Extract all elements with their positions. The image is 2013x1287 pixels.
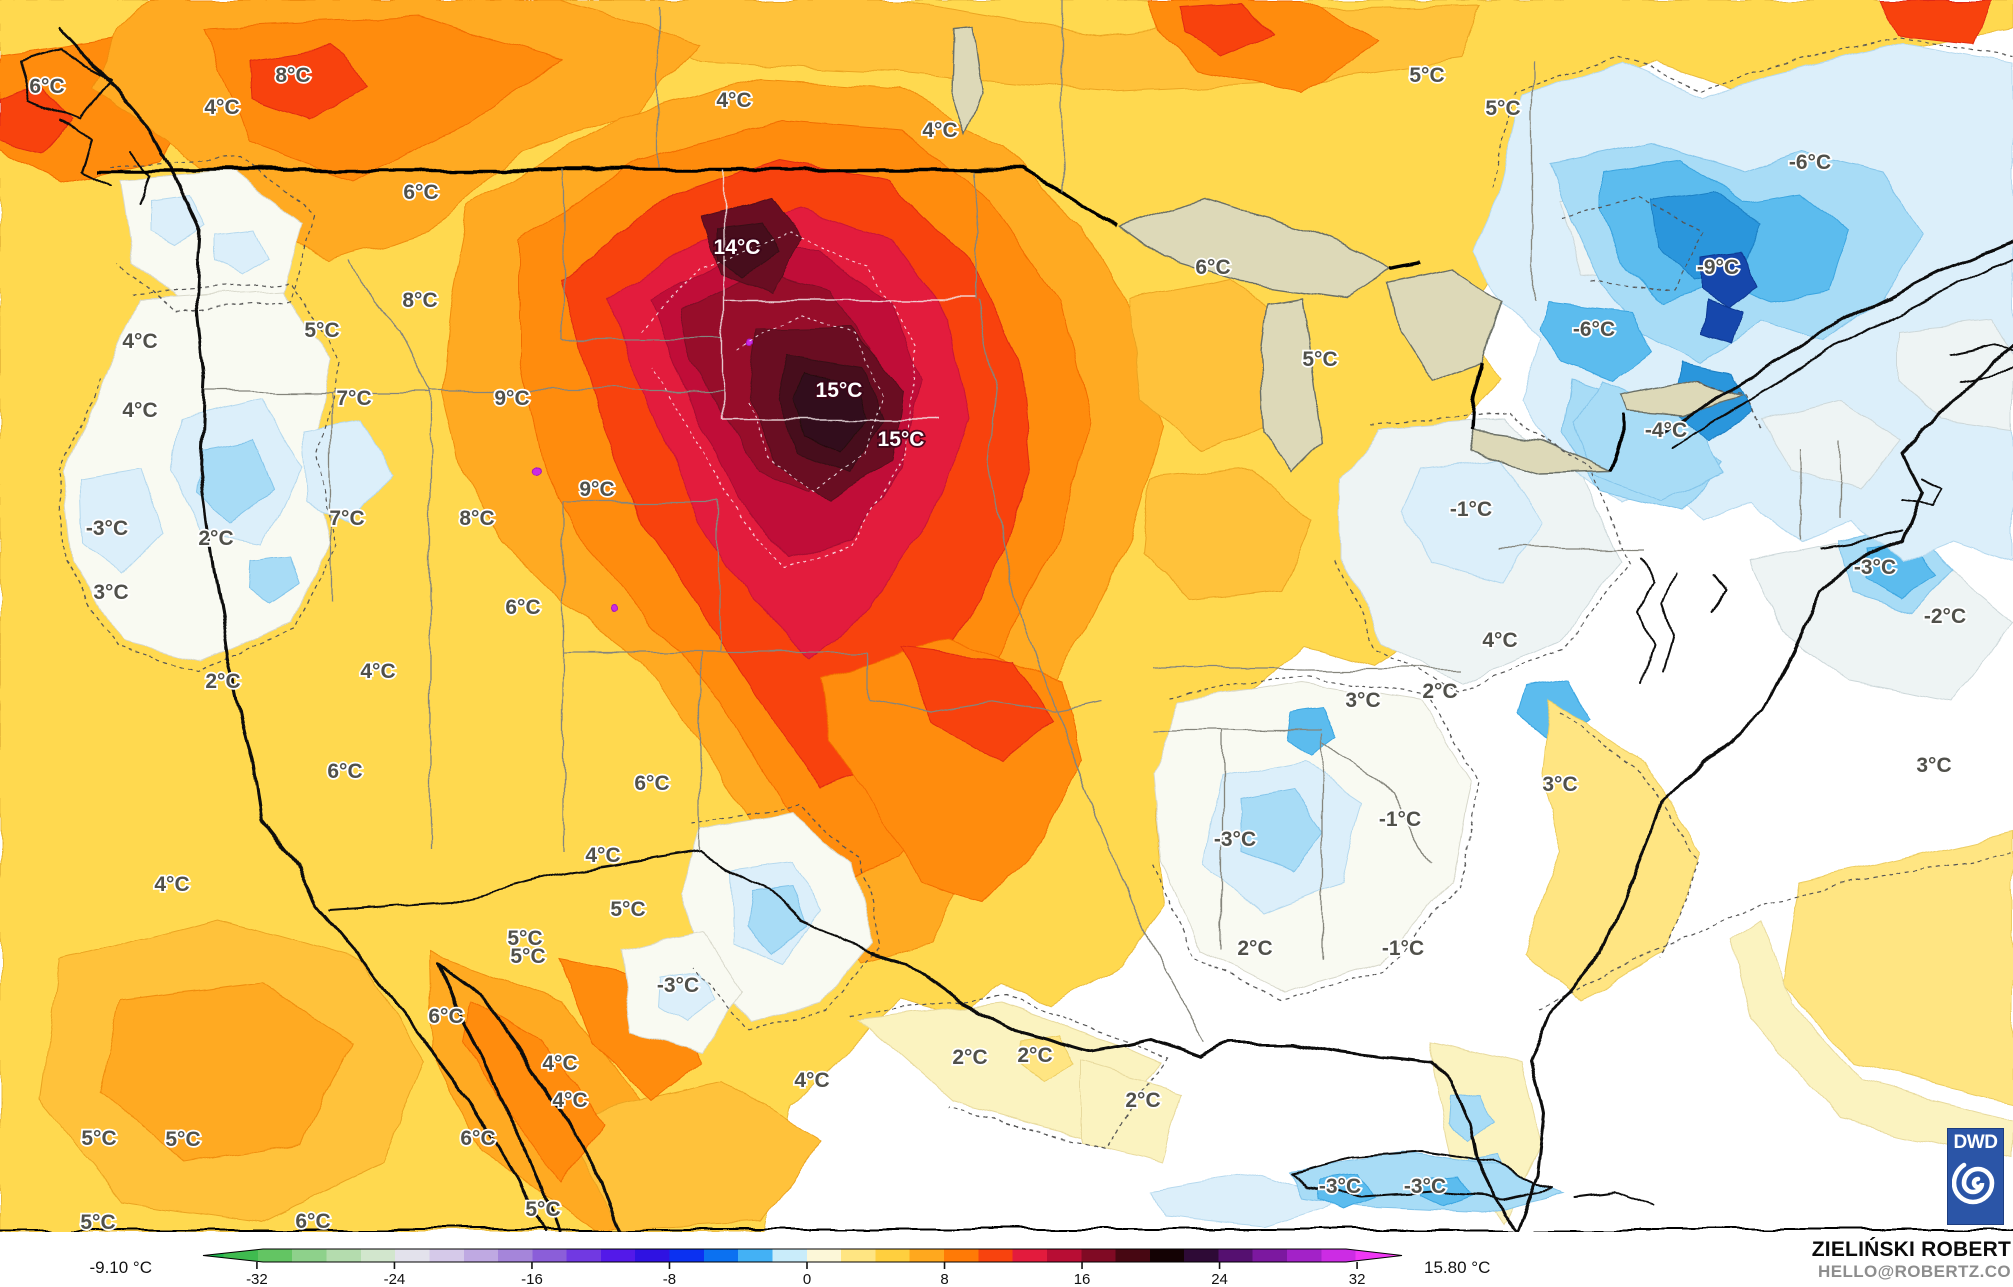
colorbar-gradient-bar: [202, 1248, 1403, 1263]
temp-label: 9°C: [579, 478, 614, 501]
colorbar-tick-label: 0: [803, 1271, 811, 1287]
temp-label: 14°C: [714, 236, 761, 259]
colorbar-tick-label: 8: [940, 1271, 948, 1287]
temp-label: 2°C: [1237, 937, 1272, 960]
attribution: ZIELIŃSKI ROBERT HELLO@ROBERTZ.CO: [1812, 1238, 2011, 1282]
colorbar-max-label: 15.80 °C: [1424, 1258, 1490, 1277]
temp-label: 4°C: [154, 873, 189, 896]
temp-label: 6°C: [327, 760, 362, 783]
temp-label: -3°C: [1214, 828, 1256, 851]
temp-label: 8°C: [459, 507, 494, 530]
attribution-name: ZIELIŃSKI ROBERT: [1811, 1238, 2011, 1261]
temp-label: 4°C: [122, 330, 157, 353]
temperature-anomaly-map: 6°C 8°C 4°C 4°C 4°C 6°C 8°C 5°C 4°C 4°C 7°C 9°C 9°C 7…: [0, 0, 2013, 1232]
temp-label: -1°C: [1382, 937, 1424, 960]
temp-label: 4°C: [122, 399, 157, 422]
temp-label: 3°C: [1345, 689, 1380, 712]
temp-label: 5°C: [81, 1127, 116, 1150]
temp-label: 5°C: [1302, 348, 1337, 371]
temp-label: 6°C: [29, 75, 64, 98]
temp-label: 6°C: [1195, 256, 1230, 279]
attribution-email: HELLO@ROBERTZ.CO: [1818, 1262, 2011, 1281]
temp-label: 4°C: [922, 119, 957, 142]
temp-label: 4°C: [585, 844, 620, 867]
temp-label: 2°C: [198, 527, 233, 550]
colorbar-tick-label: -8: [663, 1271, 676, 1287]
temp-label: 4°C: [542, 1052, 577, 1075]
temp-label: 5°C: [165, 1128, 200, 1151]
dwd-spiral-icon: [1951, 1162, 1994, 1205]
colorbar-min-label: -9.10 °C: [89, 1258, 152, 1277]
temp-label: 6°C: [403, 181, 438, 204]
temp-label: 3°C: [1916, 754, 1951, 777]
colorbar-ticks: -32 -24 -16 -8 0 8 16 24 32: [246, 1262, 1365, 1287]
temp-label: 5°C: [304, 319, 339, 342]
temp-label: 2°C: [1422, 680, 1457, 703]
temp-label: 4°C: [360, 660, 395, 683]
temp-label: 5°C: [80, 1211, 115, 1232]
colorbar-tick-label: -24: [384, 1271, 406, 1287]
temp-label: 6°C: [428, 1005, 463, 1028]
temp-label: 6°C: [460, 1127, 495, 1150]
temp-label: 2°C: [1125, 1089, 1160, 1112]
temp-label: 15°C: [878, 428, 925, 451]
temp-label: -3°C: [1404, 1175, 1446, 1198]
colorbar-tick-label: 24: [1211, 1271, 1228, 1287]
temp-label: 3°C: [93, 581, 128, 604]
temp-label: 4°C: [204, 96, 239, 119]
temp-label: 4°C: [1482, 629, 1517, 652]
temp-label: -1°C: [1450, 498, 1492, 521]
temp-label: 5°C: [507, 927, 542, 950]
temp-label: -3°C: [1854, 556, 1896, 579]
legend-bar: -32 -24 -16 -8 0 8 16 24 32 -9.10 °C 15.80 °C ZI…: [0, 1232, 2013, 1287]
dwd-logo: DWD: [1947, 1128, 2004, 1225]
temp-label: -2°C: [1924, 605, 1966, 628]
colorbar: -32 -24 -16 -8 0 8 16 24 32 -9.10 °C 15.80 °C: [89, 1248, 1490, 1287]
temp-label: 8°C: [275, 64, 310, 87]
temp-label: 15°C: [816, 379, 863, 402]
temperature-labels: 6°C 8°C 4°C 4°C 4°C 6°C 8°C 5°C 4°C 4°C 7°C 9°C 9°C 7…: [28, 62, 1968, 1232]
temp-label: -3°C: [1319, 1175, 1361, 1198]
temp-label: -6°C: [1573, 318, 1615, 341]
colorbar-tick-label: 32: [1349, 1271, 1366, 1287]
temp-label: 2°C: [1017, 1044, 1052, 1067]
temp-label: 3°C: [1542, 773, 1577, 796]
temp-label: 5°C: [1485, 97, 1520, 120]
temp-label: 4°C: [552, 1089, 587, 1112]
temp-label: -9°C: [1697, 256, 1739, 279]
temp-label: -4°C: [1645, 419, 1687, 442]
temp-label: 7°C: [329, 507, 364, 530]
anomaly-field: [0, 0, 2013, 1232]
temp-label: 6°C: [295, 1210, 330, 1232]
temp-label: 9°C: [494, 387, 529, 410]
temp-label: 2°C: [205, 670, 240, 693]
temp-label: -1°C: [1379, 808, 1421, 831]
temp-label: 2°C: [952, 1046, 987, 1069]
temp-label: -3°C: [657, 974, 699, 997]
colorbar-tick-label: -32: [246, 1271, 268, 1287]
colorbar-tick-label: 16: [1074, 1271, 1091, 1287]
temp-label: -3°C: [86, 517, 128, 540]
temp-label: 5°C: [610, 898, 645, 921]
temp-label: 8°C: [402, 289, 437, 312]
temp-label: 6°C: [505, 596, 540, 619]
temp-label: 4°C: [794, 1069, 829, 1092]
temp-label: 5°C: [1409, 64, 1444, 87]
temp-label: 5°C: [525, 1198, 560, 1221]
temp-label: 7°C: [336, 387, 371, 410]
temp-label: -6°C: [1789, 151, 1831, 174]
colorbar-tick-label: -16: [521, 1271, 543, 1287]
temp-label: 5°C: [510, 945, 545, 968]
temp-label: 6°C: [634, 772, 669, 795]
dwd-logo-text: DWD: [1953, 1132, 1998, 1153]
temp-label: 4°C: [716, 89, 751, 112]
